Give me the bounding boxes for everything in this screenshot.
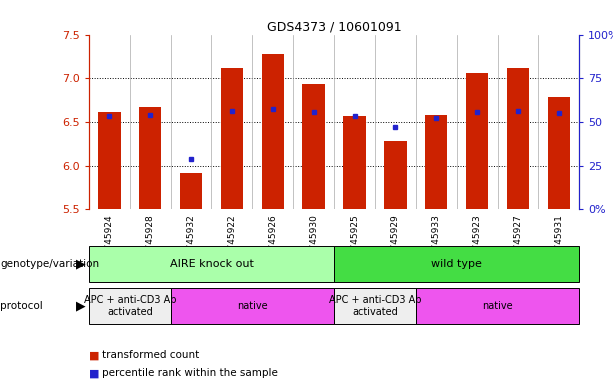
- Bar: [466, 73, 489, 209]
- Text: protocol: protocol: [0, 301, 43, 311]
- Text: ■: ■: [89, 350, 99, 360]
- Text: percentile rank within the sample: percentile rank within the sample: [102, 368, 278, 378]
- Bar: [221, 68, 243, 209]
- Bar: [547, 98, 570, 209]
- Bar: [139, 107, 161, 209]
- Bar: [507, 68, 529, 209]
- Bar: [98, 112, 121, 209]
- Text: APC + anti-CD3 Ab
activated: APC + anti-CD3 Ab activated: [83, 295, 176, 317]
- Text: native: native: [237, 301, 268, 311]
- Bar: [302, 84, 325, 209]
- Text: wild type: wild type: [432, 259, 482, 269]
- Text: ▶: ▶: [76, 300, 86, 313]
- Text: transformed count: transformed count: [102, 350, 200, 360]
- Bar: [262, 54, 284, 209]
- Text: AIRE knock out: AIRE knock out: [170, 259, 253, 269]
- Title: GDS4373 / 10601091: GDS4373 / 10601091: [267, 20, 402, 33]
- Text: ■: ■: [89, 368, 99, 378]
- Bar: [425, 115, 447, 209]
- Text: native: native: [482, 301, 513, 311]
- Text: APC + anti-CD3 Ab
activated: APC + anti-CD3 Ab activated: [329, 295, 421, 317]
- Bar: [384, 141, 406, 209]
- Bar: [180, 172, 202, 209]
- Bar: [343, 116, 366, 209]
- Text: ▶: ▶: [76, 258, 86, 270]
- Text: genotype/variation: genotype/variation: [0, 259, 99, 269]
